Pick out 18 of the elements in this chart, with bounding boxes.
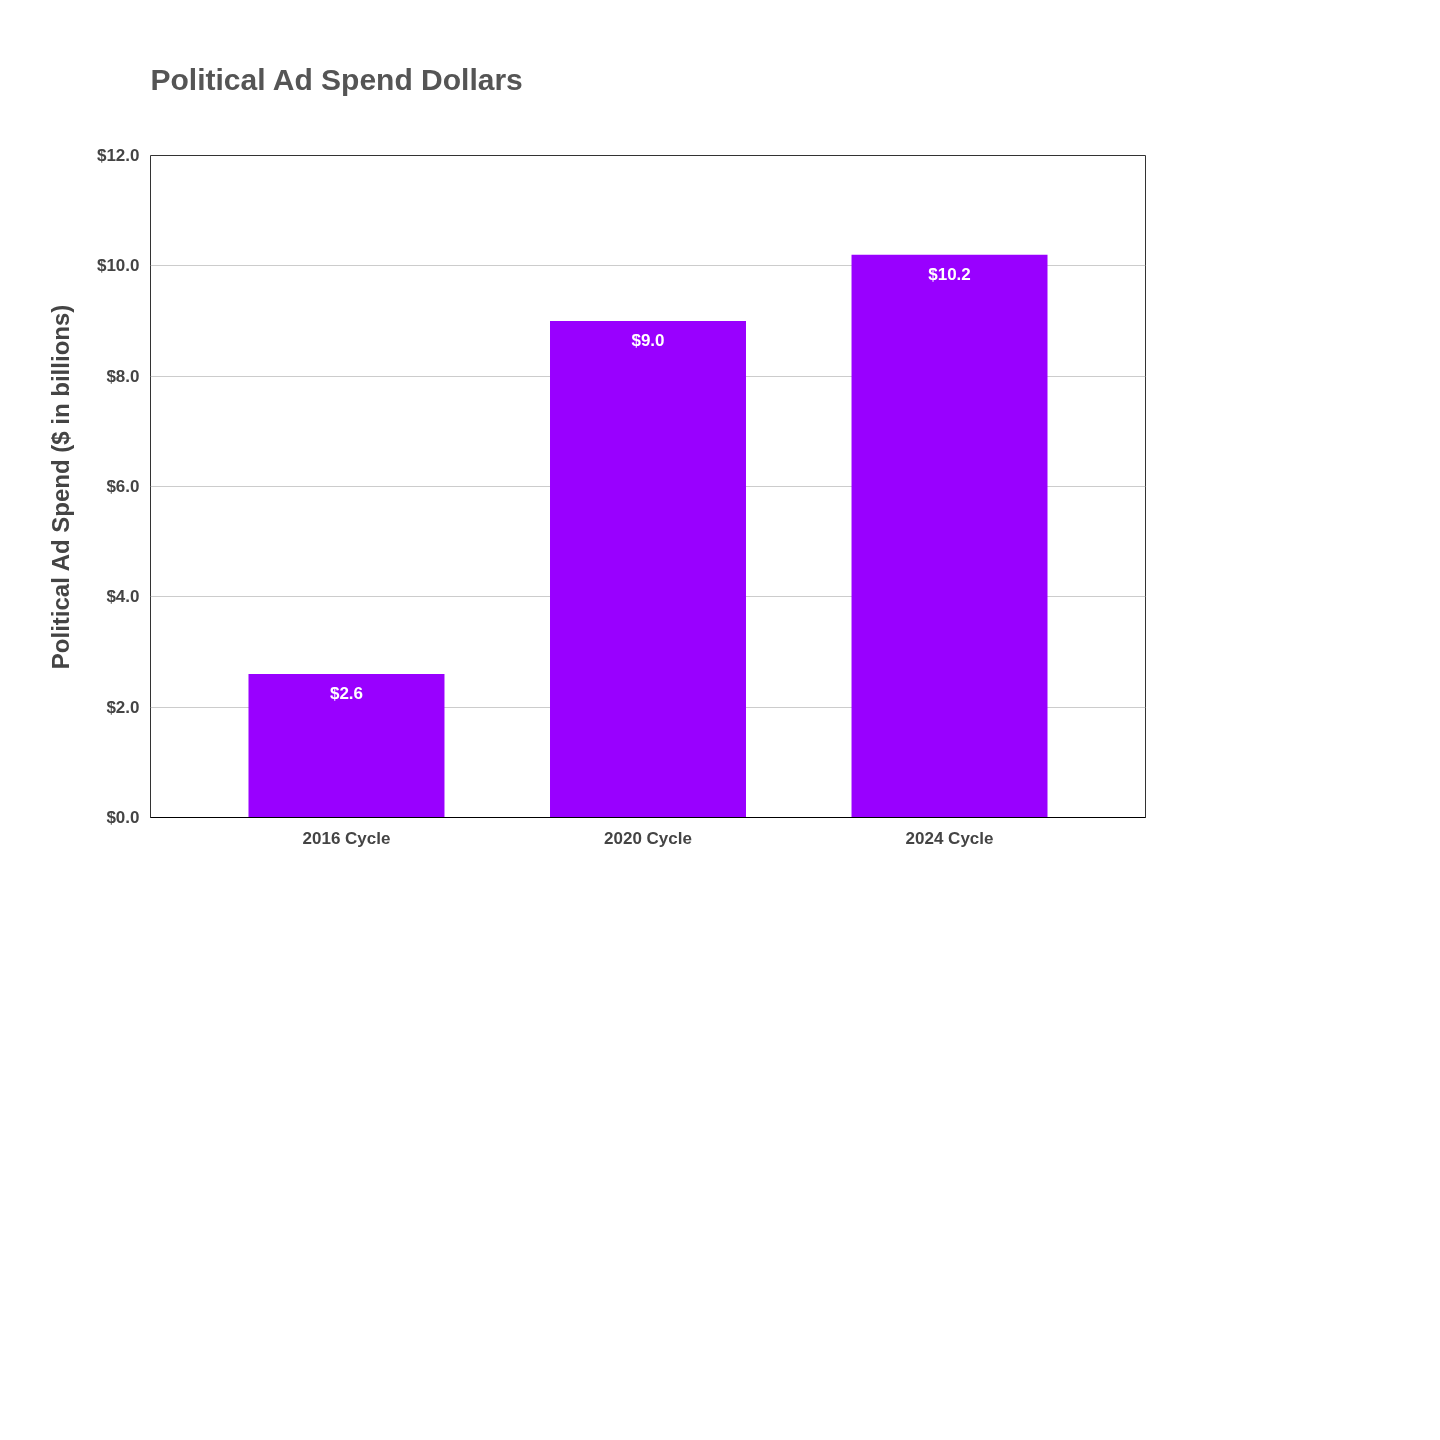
y-tick-label: $12.0 bbox=[96, 146, 140, 165]
y-tick-label: $0.0 bbox=[106, 808, 140, 827]
y-tick-label: $10.0 bbox=[96, 256, 140, 276]
y-tick-label: $8.0 bbox=[106, 366, 140, 386]
y-tick-label: $6.0 bbox=[106, 477, 140, 496]
x-tick-label: 2024 Cycle bbox=[905, 828, 994, 848]
data-label: $2.6 bbox=[329, 684, 364, 704]
y-tick-label: $2.0 bbox=[106, 697, 140, 717]
x-tick-label: 2020 Cycle bbox=[604, 828, 692, 848]
y-tick-label: $4.0 bbox=[106, 587, 140, 607]
bar bbox=[248, 674, 445, 818]
bar bbox=[550, 321, 746, 818]
data-label: $9.0 bbox=[631, 331, 665, 350]
x-tick-label: 2016 Cycle bbox=[302, 828, 391, 848]
bar bbox=[851, 254, 1048, 818]
y-axis-title: Political Ad Spend ($ in billions) bbox=[46, 304, 74, 670]
chart-title: Political Ad Spend Dollars bbox=[150, 62, 523, 96]
data-label: $10.2 bbox=[928, 264, 971, 284]
